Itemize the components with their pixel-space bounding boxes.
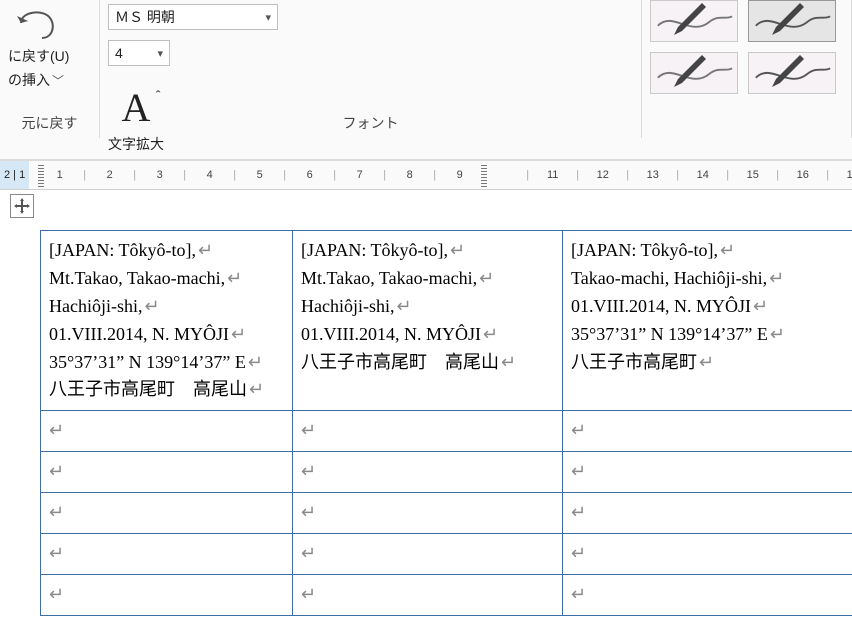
restore-label: 元に戻す (22, 115, 78, 131)
table-cell[interactable]: [JAPAN: Tôkyô-to],↵Mt.Takao, Takao-machi… (293, 231, 563, 411)
ruler[interactable]: 2 | 11|2|3|4|5|6|7|8|9|11|12|13|14|15|16… (0, 160, 852, 190)
group-styles (642, 0, 852, 110)
table-cell[interactable]: ↵ (41, 534, 293, 575)
table-cell[interactable]: [JAPAN: Tôkyô-to],↵Mt.Takao, Takao-machi… (41, 231, 293, 411)
table-cell[interactable]: ↵ (293, 534, 563, 575)
group-undo: に戻す(U) の挿入 ﹀ (0, 0, 100, 110)
table-cell[interactable]: ↵ (41, 574, 293, 615)
table-cell[interactable]: ↵ (41, 452, 293, 493)
group-font-label: フォント (100, 110, 642, 138)
table-move-handle[interactable] (10, 194, 34, 218)
style-swatch[interactable] (748, 52, 836, 94)
table-cell[interactable]: ↵ (563, 493, 852, 534)
table-cell[interactable]: ↵ (293, 493, 563, 534)
label-table: [JAPAN: Tôkyô-to],↵Mt.Takao, Takao-machi… (40, 230, 852, 616)
chevron-down-icon: ﹀ (52, 72, 64, 89)
ribbon: に戻す(U) の挿入 ﹀ ＭＳ 明朝 ▾ 4 ▾ Aˆ 文字拡大 (0, 0, 852, 160)
table-cell[interactable]: ↵ (41, 493, 293, 534)
group-undo-label: 元に戻す (0, 110, 100, 138)
font-size-select[interactable]: 4 ▾ (108, 40, 170, 66)
table-cell[interactable]: ↵ (563, 411, 852, 452)
style-swatch[interactable] (748, 0, 836, 42)
document-area: [JAPAN: Tôkyô-to],↵Mt.Takao, Takao-machi… (0, 190, 852, 639)
undo-icon[interactable] (14, 4, 60, 42)
style-swatch[interactable] (650, 52, 738, 94)
table-cell[interactable]: ↵ (41, 411, 293, 452)
group-styles-label (642, 110, 852, 138)
table-cell[interactable]: ↵ (293, 411, 563, 452)
font-size-value: 4 (115, 45, 123, 61)
chevron-down-icon: ▾ (265, 11, 271, 24)
table-cell[interactable]: [JAPAN: Tôkyô-to],↵Takao-machi, Hachiôji… (563, 231, 852, 411)
table-cell[interactable]: ↵ (563, 574, 852, 615)
chevron-down-icon: ▾ (157, 47, 163, 60)
style-swatch[interactable] (650, 0, 738, 42)
table-cell[interactable]: ↵ (563, 452, 852, 493)
group-font: ＭＳ 明朝 ▾ 4 ▾ Aˆ 文字拡大 Aˇ 文字縮小 A フォントの色﹀ (100, 0, 642, 110)
table-cell[interactable]: ↵ (293, 574, 563, 615)
insert-dropdown[interactable]: の挿入 ﹀ (8, 70, 91, 90)
font-name-select[interactable]: ＭＳ 明朝 ▾ (108, 4, 278, 30)
table-cell[interactable]: ↵ (563, 534, 852, 575)
table-cell[interactable]: ↵ (293, 452, 563, 493)
undo-label[interactable]: に戻す(U) (8, 46, 91, 66)
font-name-value: ＭＳ 明朝 (115, 7, 175, 27)
insert-label: の挿入 (8, 70, 50, 90)
